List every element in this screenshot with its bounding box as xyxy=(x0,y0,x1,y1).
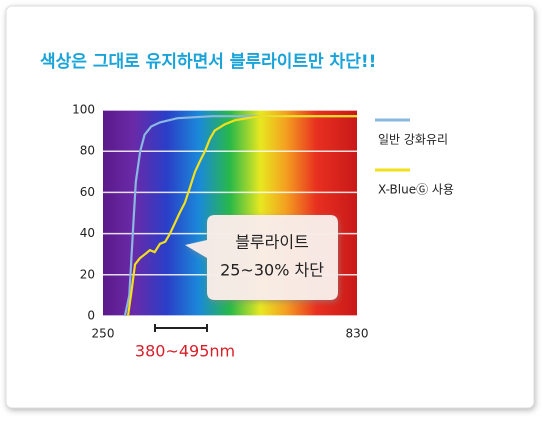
y-tick-label: 60 xyxy=(80,185,95,199)
annotation-box xyxy=(185,215,338,300)
range-label: 380~495nm xyxy=(135,342,235,361)
series-line xyxy=(126,115,357,317)
chart-title: 색상은 그대로 유지하면서 블루라이트만 차단!! xyxy=(40,52,376,72)
x-tick-label: 250 xyxy=(92,327,115,341)
legend-label: X-BlueⒼ 사용 xyxy=(378,183,454,197)
y-tick-label: 80 xyxy=(80,144,95,158)
legend-label: 일반 강화유리 xyxy=(378,133,448,147)
annotation: 25~30% 차단 xyxy=(220,261,324,280)
y-tick-label: 0 xyxy=(87,309,95,323)
annotation: 블루라이트 xyxy=(235,233,309,252)
y-tick-label: 100 xyxy=(72,103,95,117)
y-tick-label: 20 xyxy=(80,267,95,281)
series-line xyxy=(123,115,357,317)
x-tick-label: 830 xyxy=(346,327,369,341)
y-tick-label: 40 xyxy=(80,226,95,240)
annotation-bubble xyxy=(185,215,338,300)
